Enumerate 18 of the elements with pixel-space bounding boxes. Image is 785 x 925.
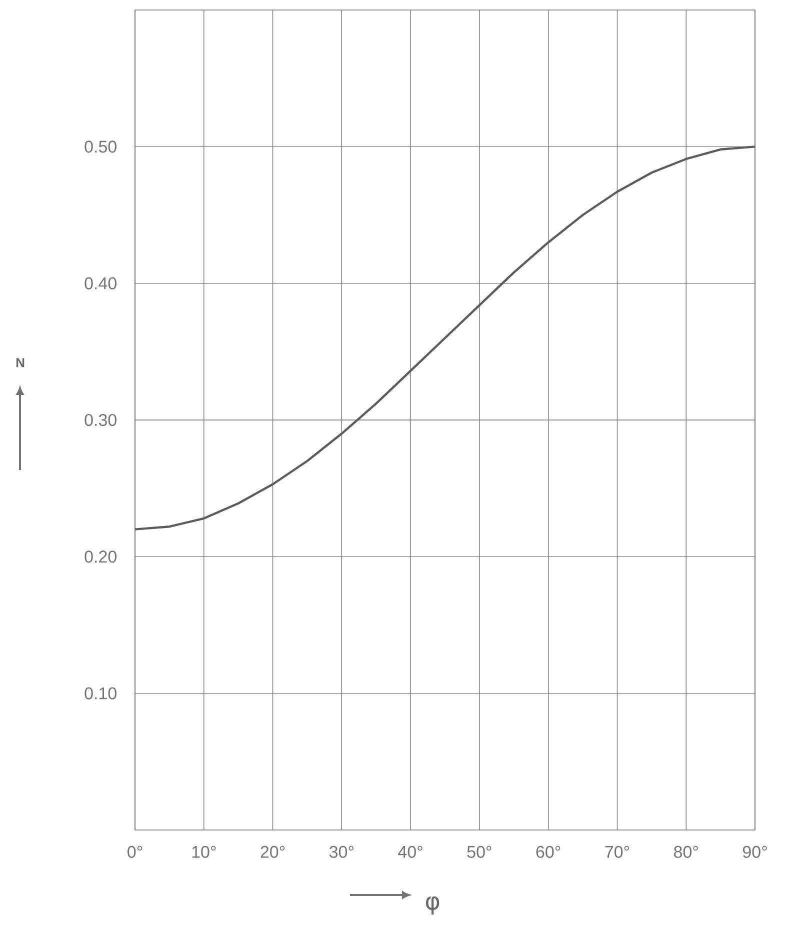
y-tick-label: 0.20 (84, 550, 116, 563)
x-tick-label: 20° (260, 846, 285, 858)
x-axis-title: φ (426, 896, 440, 915)
x-tick-label: 90° (742, 846, 767, 858)
x-tick-label: 70° (605, 846, 630, 858)
y-tick-label: 0.30 (84, 414, 116, 426)
x-tick-label: 60° (536, 846, 560, 858)
y-axis-title: N (16, 358, 24, 368)
x-tick-label: 40° (398, 846, 422, 858)
y-tick-label: 0.50 (84, 140, 116, 153)
x-tick-label: 10° (192, 846, 216, 858)
y-tick-label: 0.40 (84, 277, 116, 290)
y-tick-label: 0.10 (84, 687, 116, 700)
line-series (135, 146, 756, 530)
x-tick-label: 80° (674, 846, 698, 858)
x-tick-label: 0° (128, 846, 142, 858)
x-tick-label: 30° (329, 846, 354, 858)
x-tick-label: 50° (467, 846, 492, 858)
